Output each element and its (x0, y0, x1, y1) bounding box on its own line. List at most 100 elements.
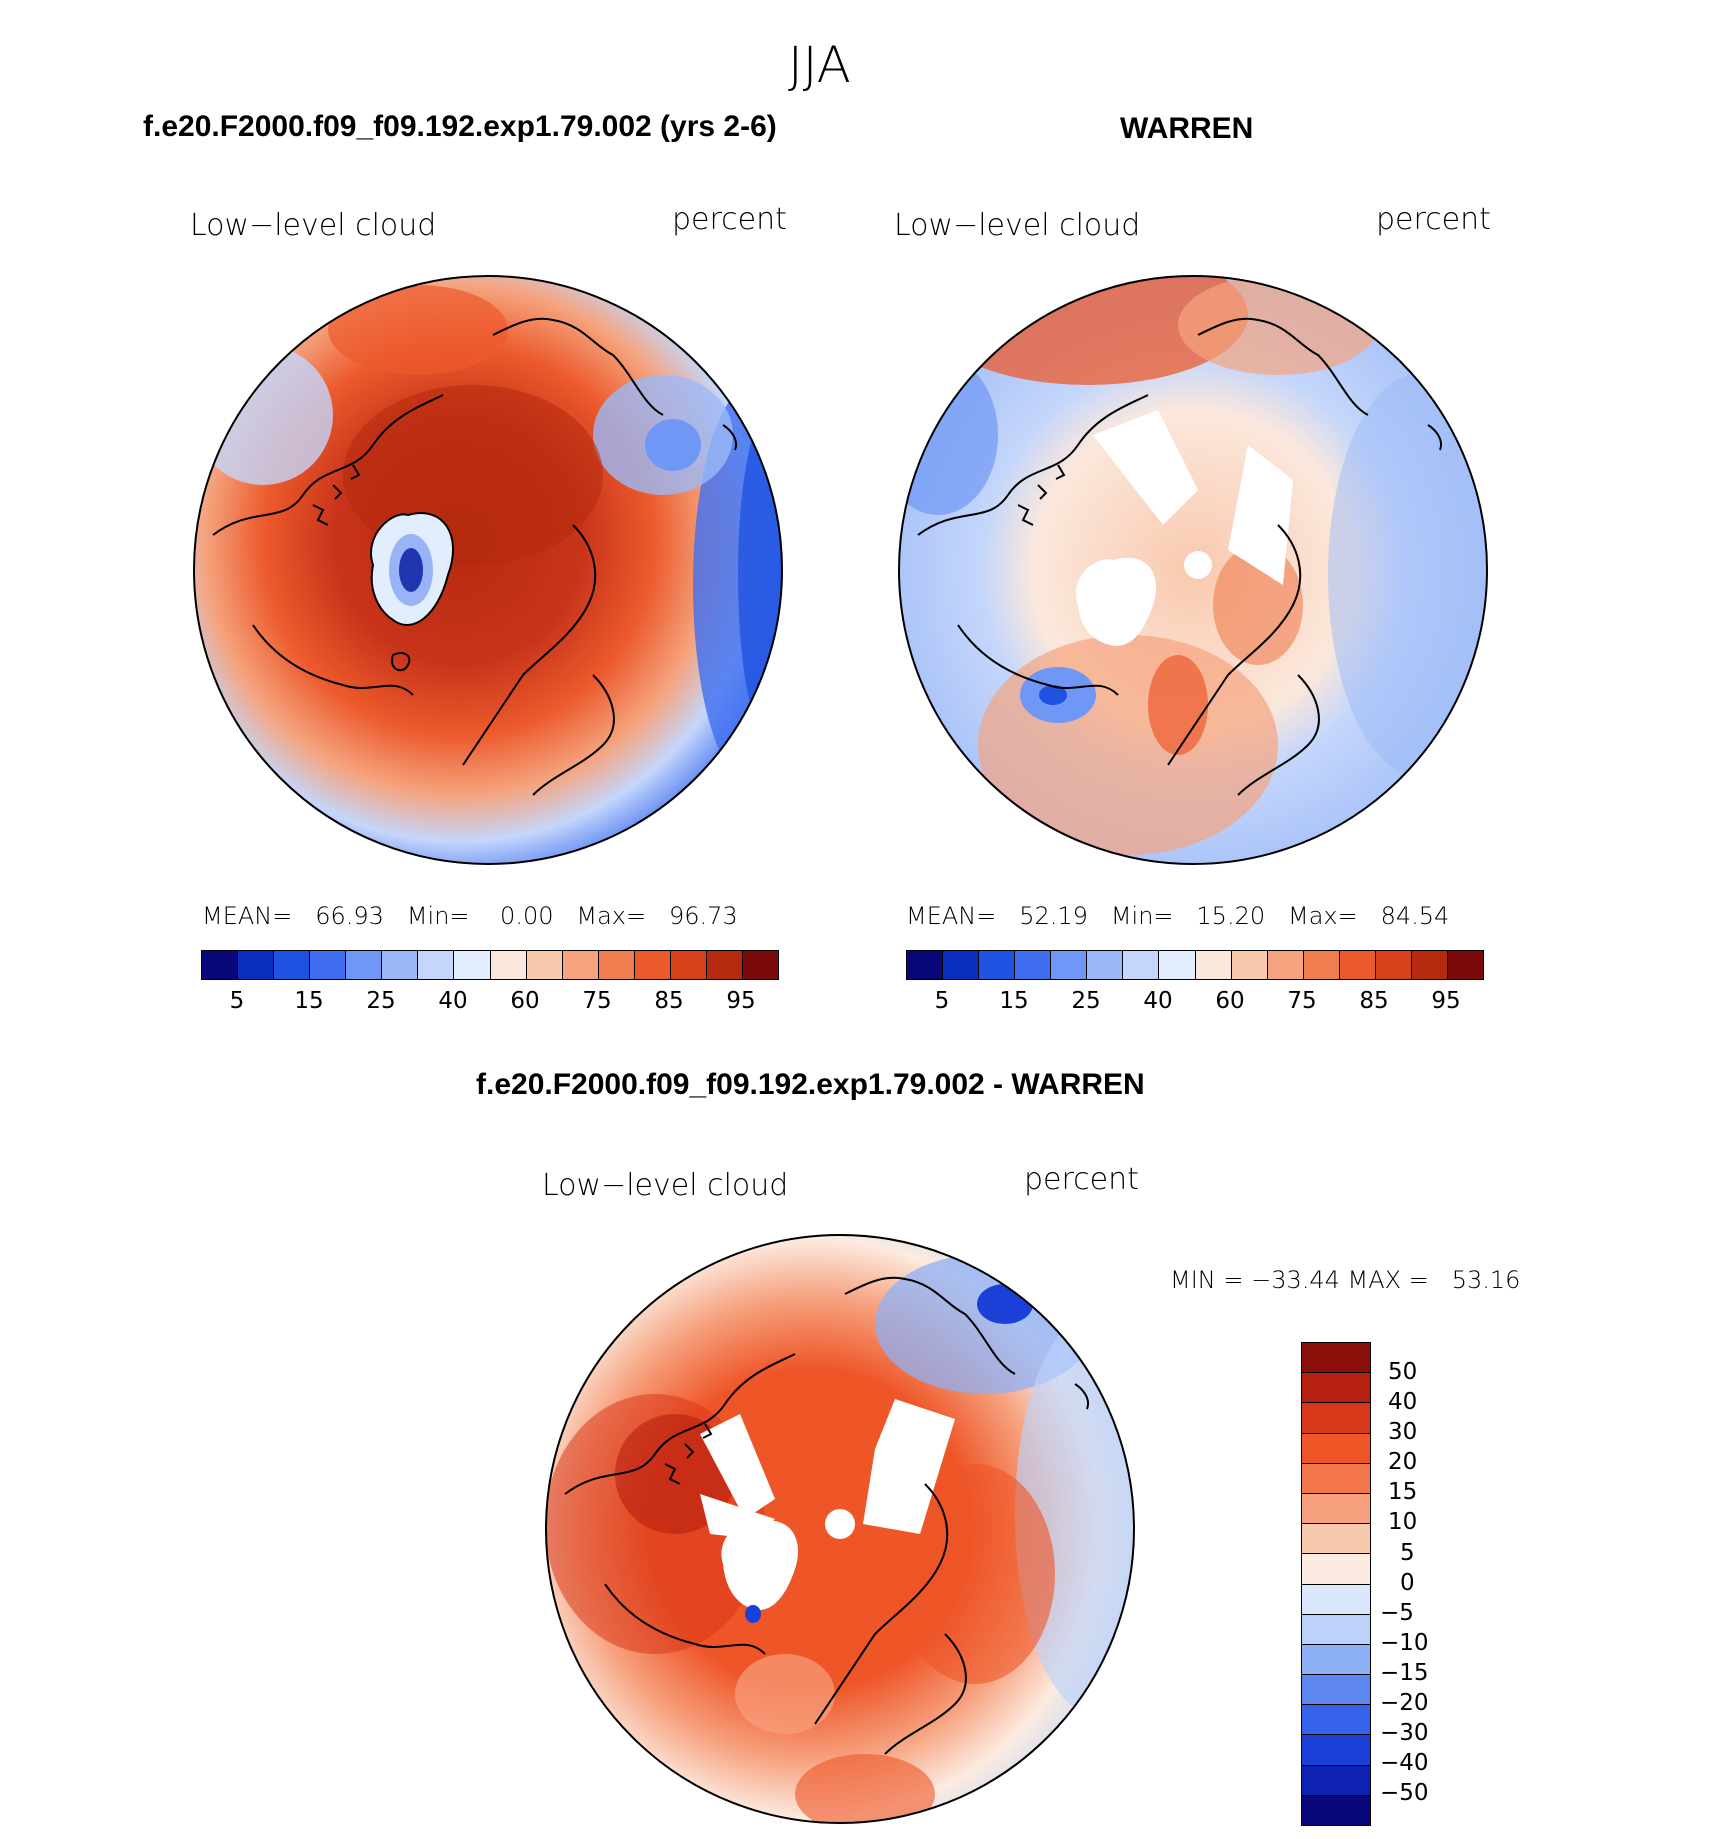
difference-title: f.e20.F2000.f09_f09.192.exp1.79.002 - WA… (476, 1068, 1145, 1101)
colorbar-model (201, 950, 779, 980)
colorbar-observation-ticks: 5 15 25 40 60 75 85 95 (906, 988, 1482, 1018)
colorbar-tick-label: 40 (1388, 1389, 1418, 1415)
colorbar-swatch (1302, 1735, 1370, 1766)
colorbar-difference-labels: 50 40 30 20 15 10 5 0 −5 −10 −15 −20 −30… (1380, 1342, 1460, 1824)
colorbar-swatch (1302, 1675, 1370, 1706)
colorbar-swatch (382, 951, 419, 979)
colorbar-tick-label: 30 (1388, 1419, 1418, 1445)
colorbar-swatch (490, 951, 527, 979)
colorbar-swatch (1302, 1433, 1370, 1464)
colorbar-tick-label: −30 (1380, 1720, 1429, 1746)
panel-stats: MEAN= 66.93 Min= 0.00 Max= 96.73 (202, 902, 738, 930)
colorbar-swatch (1302, 1373, 1370, 1404)
panel-stats: MIN = −33.44 MAX = 53.16 (1170, 1266, 1521, 1294)
colorbar-tick-label: 5 (229, 988, 245, 1014)
model-case-title: f.e20.F2000.f09_f09.192.exp1.79.002 (yrs… (143, 110, 777, 143)
colorbar-swatch (943, 951, 980, 979)
panel-variable-label: Low−level cloud (894, 208, 1141, 243)
colorbar-swatch (274, 951, 311, 979)
colorbar-swatch (1302, 1705, 1370, 1736)
season-title: JJA (788, 36, 851, 94)
colorbar-swatch (526, 951, 563, 979)
colorbar-swatch (1302, 1614, 1370, 1645)
colorbar-tick-label: 25 (366, 988, 396, 1014)
colorbar-tick-label: −10 (1380, 1630, 1429, 1656)
colorbar-tick-label: 15 (1388, 1479, 1418, 1505)
colorbar-swatch (634, 951, 671, 979)
colorbar-swatch (1302, 1584, 1370, 1615)
difference-polar-map (545, 1234, 1135, 1824)
panel-units-label: percent (1376, 202, 1491, 237)
colorbar-swatch (1411, 951, 1448, 979)
panel-variable-label: Low−level cloud (542, 1168, 789, 1203)
colorbar-tick-label: 20 (1388, 1449, 1418, 1475)
colorbar-swatch (1302, 1343, 1370, 1374)
colorbar-swatch (1159, 951, 1196, 979)
colorbar-tick-label: 40 (438, 988, 468, 1014)
colorbar-observation (906, 950, 1484, 980)
colorbar-swatch (202, 951, 239, 979)
colorbar-tick-label: 5 (934, 988, 950, 1014)
colorbar-tick-label: −15 (1380, 1660, 1429, 1686)
colorbar-swatch (1302, 1644, 1370, 1676)
colorbar-tick-label: 50 (1388, 1359, 1418, 1385)
colorbar-swatch (238, 951, 275, 979)
colorbar-swatch (979, 951, 1016, 979)
colorbar-swatch (1195, 951, 1232, 979)
colorbar-swatch (1339, 951, 1376, 979)
colorbar-swatch (310, 951, 347, 979)
panel-units-label: percent (672, 202, 787, 237)
colorbar-swatch (1302, 1554, 1370, 1585)
colorbar-swatch (1123, 951, 1160, 979)
panel-stats: MEAN= 52.19 Min= 15.20 Max= 84.54 (906, 902, 1450, 930)
colorbar-swatch (562, 951, 599, 979)
colorbar-swatch (454, 951, 491, 979)
colorbar-tick-label: 85 (654, 988, 684, 1014)
colorbar-tick-label: 10 (1388, 1509, 1418, 1535)
colorbar-tick-label: −50 (1380, 1780, 1429, 1806)
colorbar-swatch (907, 951, 944, 979)
colorbar-tick-label: 15 (999, 988, 1029, 1014)
colorbar-swatch (1375, 951, 1412, 979)
colorbar-swatch (742, 951, 778, 979)
colorbar-model-ticks: 5 15 25 40 60 75 85 95 (201, 988, 777, 1018)
colorbar-tick-label: 15 (294, 988, 324, 1014)
colorbar-swatch (1302, 1795, 1370, 1825)
colorbar-tick-label: 60 (1215, 988, 1245, 1014)
colorbar-swatch (1302, 1403, 1370, 1434)
colorbar-tick-label: 75 (582, 988, 612, 1014)
colorbar-tick-label: 75 (1287, 988, 1317, 1014)
colorbar-tick-label: 60 (510, 988, 540, 1014)
colorbar-swatch (1231, 951, 1268, 979)
observation-polar-map (898, 275, 1488, 865)
colorbar-swatch (1302, 1463, 1370, 1494)
colorbar-tick-label: 25 (1071, 988, 1101, 1014)
panel-units-label: percent (1024, 1162, 1139, 1197)
colorbar-swatch (1051, 951, 1088, 979)
colorbar-swatch (1015, 951, 1052, 979)
observation-title: WARREN (1120, 112, 1254, 145)
colorbar-swatch (346, 951, 383, 979)
colorbar-tick-label: 0 (1400, 1570, 1415, 1596)
colorbar-tick-label: −5 (1380, 1600, 1414, 1626)
colorbar-swatch (1302, 1524, 1370, 1555)
colorbar-swatch (1302, 1765, 1370, 1796)
colorbar-tick-label: 95 (1431, 988, 1461, 1014)
colorbar-swatch (1302, 1493, 1370, 1525)
colorbar-tick-label: 95 (726, 988, 756, 1014)
colorbar-difference (1301, 1342, 1371, 1826)
colorbar-swatch (670, 951, 707, 979)
panel-variable-label: Low−level cloud (190, 208, 437, 243)
colorbar-swatch (418, 951, 455, 979)
colorbar-tick-label: −40 (1380, 1750, 1429, 1776)
colorbar-swatch (1087, 951, 1124, 979)
colorbar-tick-label: −20 (1380, 1690, 1429, 1716)
colorbar-tick-label: 40 (1143, 988, 1173, 1014)
colorbar-swatch (1447, 951, 1483, 979)
colorbar-swatch (598, 951, 635, 979)
colorbar-tick-label: 85 (1359, 988, 1389, 1014)
colorbar-swatch (1303, 951, 1340, 979)
model-polar-map (193, 275, 783, 865)
colorbar-swatch (706, 951, 743, 979)
colorbar-tick-label: 5 (1400, 1540, 1415, 1566)
